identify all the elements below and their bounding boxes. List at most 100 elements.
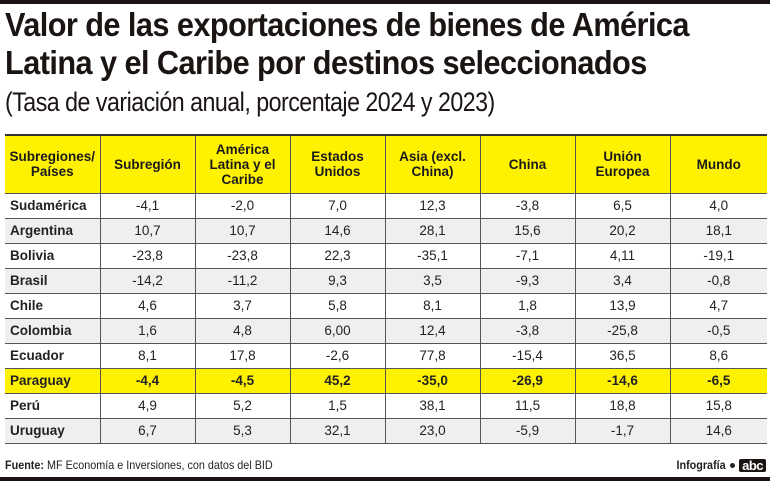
value-cell: -2,0 <box>195 193 291 219</box>
value-cell: -3,8 <box>480 318 576 344</box>
column-header: Subregión <box>100 135 196 194</box>
value-cell: 77,8 <box>385 343 481 369</box>
value-cell: -0,8 <box>670 268 767 294</box>
value-cell: -7,1 <box>480 243 576 269</box>
value-cell: 6,5 <box>575 193 671 219</box>
value-cell: 3,4 <box>575 268 671 294</box>
value-cell: 28,1 <box>385 218 481 244</box>
table-row-highlighted: Paraguay -4,4 -4,5 45,2 -35,0 -26,9 -14,6 -6,5 <box>5 368 767 394</box>
country-cell: Perú <box>5 393 101 419</box>
value-cell: 5,8 <box>290 293 386 319</box>
value-cell: -11,2 <box>195 268 291 294</box>
value-cell: -3,8 <box>480 193 576 219</box>
value-cell: 4,0 <box>670 193 767 219</box>
value-cell: -35,0 <box>385 368 481 394</box>
value-cell: 13,9 <box>575 293 671 319</box>
value-cell: 14,6 <box>290 218 386 244</box>
title-line-2: Latina y el Caribe por destinos seleccio… <box>5 44 647 81</box>
table-row: Sudamérica -4,1 -2,0 7,0 12,3 -3,8 6,5 4,0 <box>5 193 767 219</box>
country-cell: Sudamérica <box>5 193 101 219</box>
value-cell: 17,8 <box>195 343 291 369</box>
country-cell: Uruguay <box>5 418 101 444</box>
column-header: Estados Unidos <box>290 135 386 194</box>
country-cell: Brasil <box>5 268 101 294</box>
exports-table: Subregiones/ Países Subregión América Lati… <box>5 134 767 444</box>
value-cell: 8,1 <box>100 343 196 369</box>
value-cell: 8,6 <box>670 343 767 369</box>
table-body: Sudamérica -4,1 -2,0 7,0 12,3 -3,8 6,5 4,0 Argen… <box>5 193 767 444</box>
value-cell: 4,11 <box>575 243 671 269</box>
value-cell: 10,7 <box>100 218 196 244</box>
page-title: Valor de las exportaciones de bienes de … <box>5 6 716 82</box>
abc-logo: abc <box>739 458 766 472</box>
value-cell: 1,5 <box>290 393 386 419</box>
value-cell: 14,6 <box>670 418 767 444</box>
value-cell: 45,2 <box>290 368 386 394</box>
value-cell: 22,3 <box>290 243 386 269</box>
value-cell: 36,5 <box>575 343 671 369</box>
country-cell: Chile <box>5 293 101 319</box>
value-cell: -35,1 <box>385 243 481 269</box>
table-row: Uruguay 6,7 5,3 32,1 23,0 -5,9 -1,7 14,6 <box>5 418 767 444</box>
column-header: Subregiones/ Países <box>5 135 101 194</box>
table-row: Bolivia -23,8 -23,8 22,3 -35,1 -7,1 4,11 -19,1 <box>5 243 767 269</box>
value-cell: -14,2 <box>100 268 196 294</box>
table-row: Perú 4,9 5,2 1,5 38,1 11,5 18,8 15,8 <box>5 393 767 419</box>
value-cell: 12,4 <box>385 318 481 344</box>
table-row: Ecuador 8,1 17,8 -2,6 77,8 -15,4 36,5 8,6 <box>5 343 767 369</box>
table-row: Colombia 1,6 4,8 6,00 12,4 -3,8 -25,8 -0,5 <box>5 318 767 344</box>
column-header: Asia (excl. China) <box>385 135 481 194</box>
value-cell: 38,1 <box>385 393 481 419</box>
value-cell: 12,3 <box>385 193 481 219</box>
value-cell: 18,8 <box>575 393 671 419</box>
value-cell: 9,3 <box>290 268 386 294</box>
value-cell: 15,6 <box>480 218 576 244</box>
value-cell: 7,0 <box>290 193 386 219</box>
value-cell: -26,9 <box>480 368 576 394</box>
table-row: Argentina 10,7 10,7 14,6 28,1 15,6 20,2 18,1 <box>5 218 767 244</box>
value-cell: -25,8 <box>575 318 671 344</box>
value-cell: -4,4 <box>100 368 196 394</box>
source-label: Fuente: <box>5 458 45 472</box>
table-header-row: Subregiones/ Países Subregión América Lati… <box>5 135 767 194</box>
page-subtitle: (Tasa de variación anual, porcentaje 202… <box>5 87 495 117</box>
value-cell: 5,3 <box>195 418 291 444</box>
value-cell: 1,8 <box>480 293 576 319</box>
value-cell: 5,2 <box>195 393 291 419</box>
column-header: Mundo <box>670 135 767 194</box>
value-cell: -9,3 <box>480 268 576 294</box>
value-cell: 3,5 <box>385 268 481 294</box>
value-cell: 18,1 <box>670 218 767 244</box>
value-cell: -19,1 <box>670 243 767 269</box>
value-cell: -5,9 <box>480 418 576 444</box>
value-cell: 32,1 <box>290 418 386 444</box>
value-cell: 4,8 <box>195 318 291 344</box>
value-cell: -1,7 <box>575 418 671 444</box>
credit: Infografía abc <box>671 458 766 472</box>
value-cell: 11,5 <box>480 393 576 419</box>
value-cell: 20,2 <box>575 218 671 244</box>
bottom-border <box>0 477 770 481</box>
country-cell: Bolivia <box>5 243 101 269</box>
value-cell: 1,6 <box>100 318 196 344</box>
country-cell: Paraguay <box>5 368 101 394</box>
country-cell: Ecuador <box>5 343 101 369</box>
value-cell: 8,1 <box>385 293 481 319</box>
value-cell: -6,5 <box>670 368 767 394</box>
value-cell: -0,5 <box>670 318 767 344</box>
value-cell: 15,8 <box>670 393 767 419</box>
table-row: Brasil -14,2 -11,2 9,3 3,5 -9,3 3,4 -0,8 <box>5 268 767 294</box>
title-line-1: Valor de las exportaciones de bienes de … <box>5 6 690 43</box>
table-row: Chile 4,6 3,7 5,8 8,1 1,8 13,9 4,7 <box>5 293 767 319</box>
value-cell: -4,5 <box>195 368 291 394</box>
value-cell: 6,00 <box>290 318 386 344</box>
value-cell: -2,6 <box>290 343 386 369</box>
value-cell: 10,7 <box>195 218 291 244</box>
column-header: China <box>480 135 576 194</box>
source-note: Fuente: MF Economía e Inversiones, con d… <box>5 458 273 472</box>
column-header: América Latina y el Caribe <box>195 135 291 194</box>
value-cell: -14,6 <box>575 368 671 394</box>
bullet-icon <box>730 462 736 468</box>
credit-label: Infografía <box>676 458 727 472</box>
country-cell: Colombia <box>5 318 101 344</box>
